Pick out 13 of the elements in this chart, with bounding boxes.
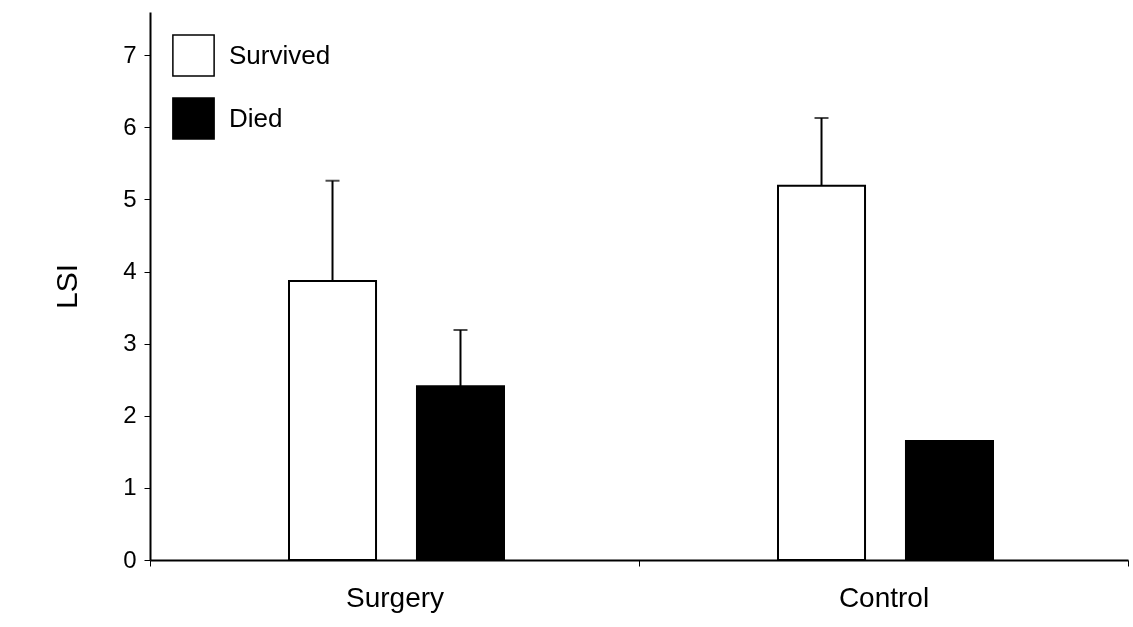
legend-label: Died [229,102,283,133]
y-tick-label: 2 [123,401,137,429]
x-tick-label: Control [838,581,930,613]
y-tick-label: 5 [123,184,137,212]
y-tick-label: 0 [123,545,137,573]
legend-label: Survived [229,39,331,70]
y-tick-label: 1 [123,473,137,501]
x-tick-label: Surgery [345,581,445,613]
y-tick-label: 6 [123,112,137,140]
y-tick-label: 7 [123,40,137,68]
y-axis-title: LSI [50,263,84,310]
y-tick-label: 4 [123,257,137,285]
y-tick-label: 3 [123,329,137,357]
